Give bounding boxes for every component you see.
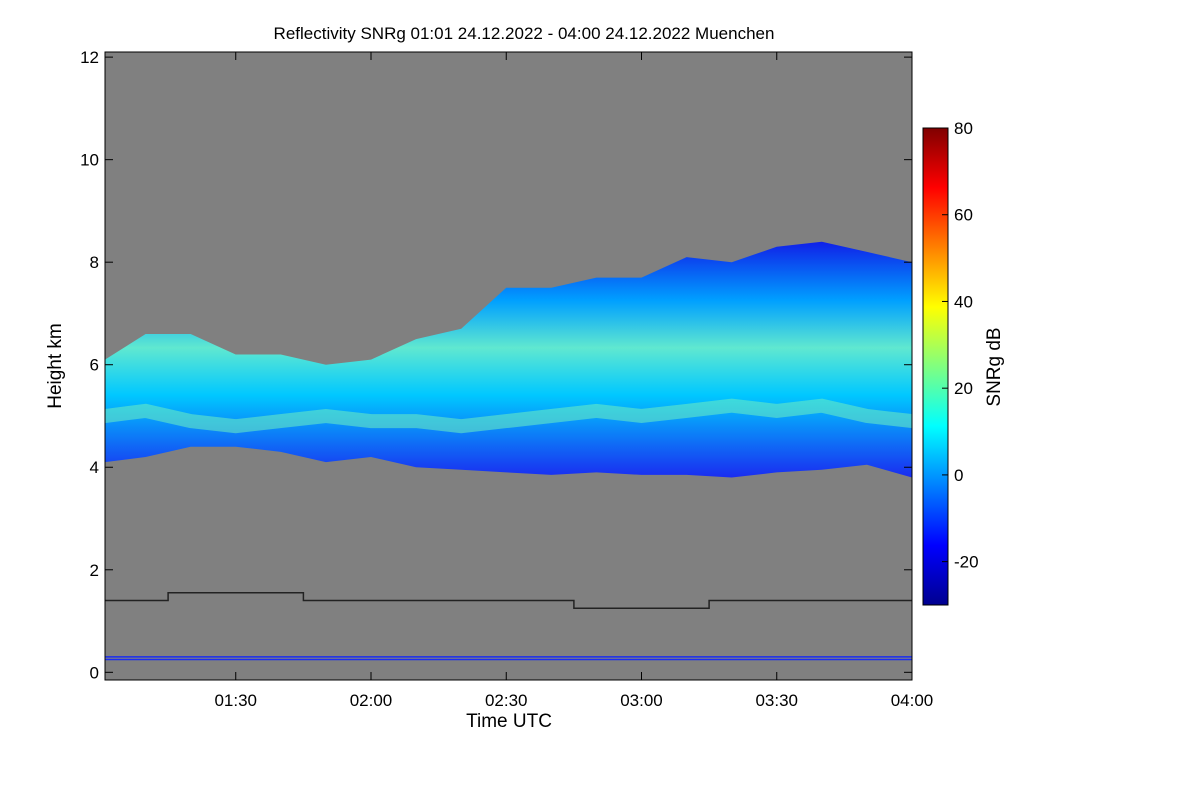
colorbar	[922, 127, 949, 606]
x-axis-label: Time UTC	[466, 711, 552, 732]
y-axis: 0 2 4 6 8 10 12	[80, 48, 912, 682]
y-tick-label: 8	[90, 253, 99, 272]
y-tick-label: 4	[90, 458, 99, 477]
colorbar-label: SNRg dB	[984, 327, 1005, 406]
colorbar-tick-label: -20	[954, 553, 979, 572]
y-tick-label: 10	[80, 151, 99, 170]
y-tick-label: 0	[90, 663, 99, 682]
ground-clutter-lines	[105, 656, 912, 661]
x-tick-label: 03:30	[755, 691, 798, 710]
x-tick-label: 02:00	[350, 691, 393, 710]
x-tick-label: 03:00	[620, 691, 663, 710]
boundary-layer-line	[105, 592, 912, 609]
chart-title: Reflectivity SNRg 01:01 24.12.2022 - 04:…	[274, 24, 775, 43]
x-tick-label: 01:30	[214, 691, 257, 710]
colorbar-tick-label: 60	[954, 206, 973, 225]
y-tick-label: 2	[90, 561, 99, 580]
plot-frame	[104, 51, 913, 681]
x-axis: 01:30 02:00 02:30 03:00 03:30 04:00	[214, 52, 933, 710]
colorbar-ticks: -20 0 20 40 60 80	[942, 119, 979, 572]
x-tick-label: 04:00	[891, 691, 934, 710]
y-tick-label: 12	[80, 48, 99, 67]
y-axis-label: Height km	[45, 323, 66, 409]
y-tick-label: 6	[90, 356, 99, 375]
colorbar-tick-label: 40	[954, 292, 973, 311]
colorbar-tick-label: 80	[954, 119, 973, 138]
x-tick-label: 02:30	[485, 691, 528, 710]
colorbar-tick-label: 0	[954, 466, 963, 485]
colorbar-tick-label: 20	[954, 379, 973, 398]
cloud-core-band	[105, 398, 912, 434]
